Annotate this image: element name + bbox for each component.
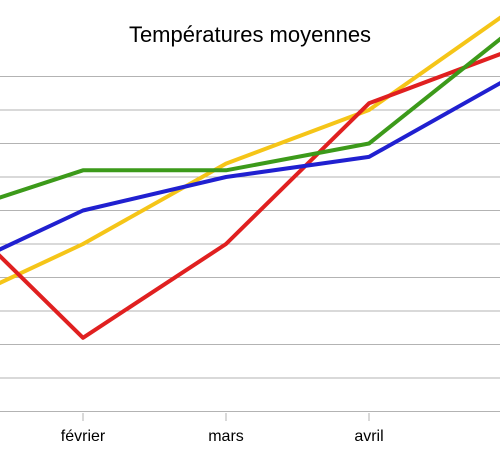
series-line-0 (0, 15, 500, 286)
x-tick-label-2: mars (208, 428, 244, 445)
series-line-3 (0, 36, 500, 200)
x-tick-label-3: avril (354, 428, 383, 445)
series-line-2 (0, 80, 500, 252)
x-tick-label-1: février (61, 428, 106, 445)
axis-layer (82, 413, 370, 421)
series-layer (0, 15, 500, 340)
x-tick-labels: janvierfévriermarsavrilmai (61, 428, 500, 445)
series-line-1 (0, 52, 500, 340)
chart-title: Températures moyennes (128, 22, 372, 47)
